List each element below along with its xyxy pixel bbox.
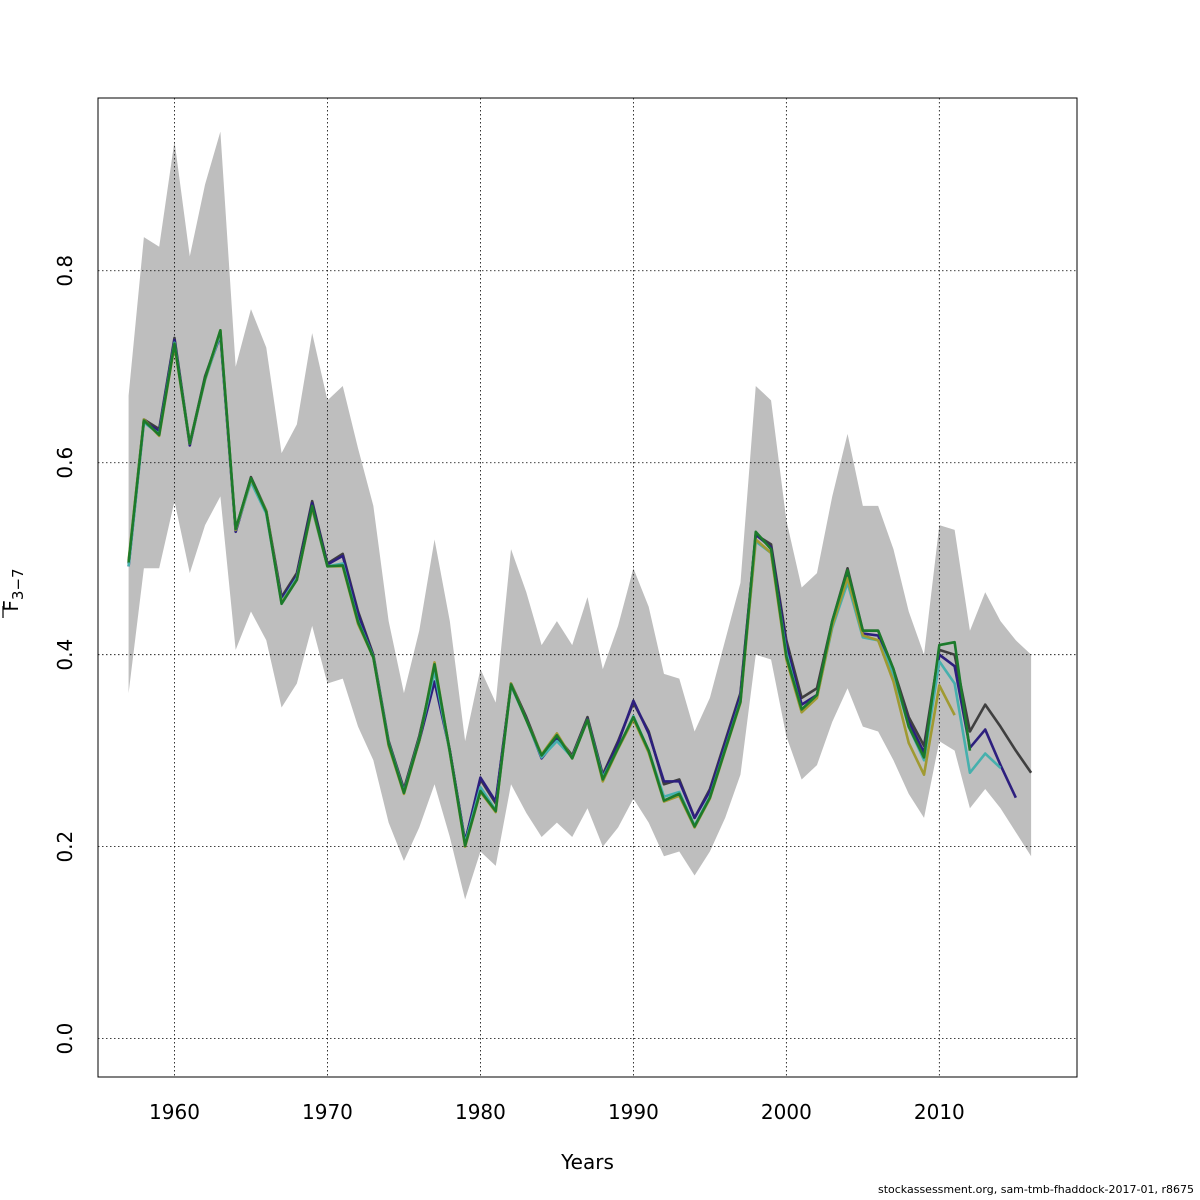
confidence-band [128,131,1032,900]
series-layer [127,328,1033,848]
y-tick-label: 0.4 [53,639,77,671]
x-tick-label: 2010 [914,1100,965,1124]
credit-footer: stockassessment.org, sam-tmb-fhaddock-20… [877,1183,1194,1196]
x-tick-label: 1990 [608,1100,659,1124]
x-tick-label: 1970 [302,1100,353,1124]
x-tick-label: 1960 [149,1100,200,1124]
plot-frame [97,97,1078,1078]
y-axis-title-subscript: 3−7 [9,568,27,600]
svg-text:F3−7: F3−7 [0,568,27,611]
y-axis-title: F3−7 [0,568,27,618]
y-tick-label: 0.8 [53,255,77,287]
series-line-5 [127,328,972,847]
confidence-band-layer [128,131,1032,900]
y-tick-label: 0.0 [53,1023,77,1055]
x-axis-title: Years [560,1150,614,1174]
y-axis-title-main: F [0,600,23,612]
y-axis: 0.0 0.2 0.4 0.6 0.8 [53,255,77,1055]
y-tick-label: 0.6 [53,447,77,479]
x-axis: 1960 1970 1980 1990 2000 2010 [149,1100,965,1124]
grid-layer [98,98,1077,1077]
x-tick-label: 2000 [761,1100,812,1124]
y-tick-label: 0.2 [53,831,77,863]
x-tick-label: 1980 [455,1100,506,1124]
